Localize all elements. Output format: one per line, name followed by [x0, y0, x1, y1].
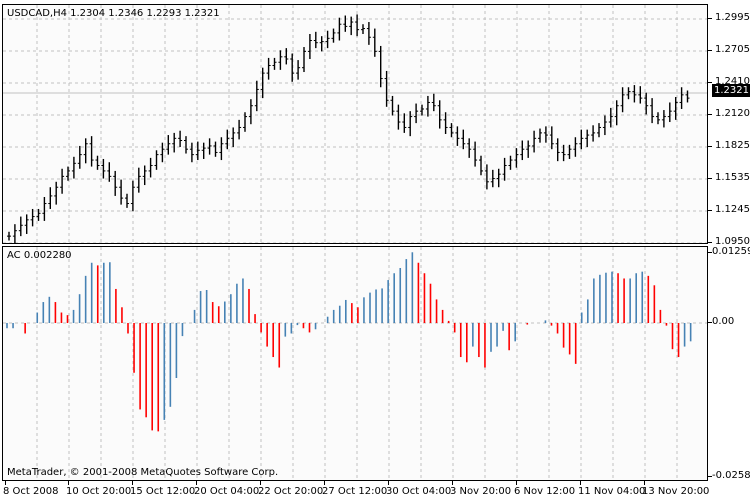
time-axis-label: 30 Oct 04:00 [386, 486, 452, 497]
time-tick [260, 481, 261, 485]
time-tick [68, 481, 69, 485]
time-tick [5, 481, 6, 485]
indicator-axis-label: 0.012599 [712, 246, 750, 257]
time-axis-label: 6 Nov 12:00 [514, 486, 576, 497]
time-axis-label: 13 Nov 20:00 [642, 486, 710, 497]
price-tick [708, 50, 712, 51]
price-axis-label: 1.0950 [715, 236, 750, 247]
copyright-text: MetaTrader, © 2001-2008 MetaQuotes Softw… [7, 467, 279, 478]
time-tick [324, 481, 325, 485]
ac-histogram [3, 247, 707, 480]
time-axis-label: 27 Oct 12:00 [322, 486, 388, 497]
time-tick [516, 481, 517, 485]
time-axis-label: 22 Oct 20:00 [258, 486, 324, 497]
price-tick [708, 114, 712, 115]
current-price-label: 1.2321 [712, 84, 750, 97]
indicator-tick [708, 476, 712, 477]
symbol-header: USDCAD,H4 1.2304 1.2346 1.2293 1.2321 [7, 8, 220, 19]
ohlc-bars [3, 5, 707, 243]
time-tick [196, 481, 197, 485]
time-tick [644, 481, 645, 485]
time-axis-label: 8 Oct 2008 [3, 486, 59, 497]
price-axis-label: 1.1245 [715, 204, 750, 215]
price-tick [708, 18, 712, 19]
price-axis-label: 1.1535 [715, 172, 750, 183]
time-tick [580, 481, 581, 485]
price-axis-label: 1.2995 [715, 12, 750, 23]
time-axis-label: 10 Oct 20:00 [66, 486, 132, 497]
time-axis-label: 15 Oct 12:00 [130, 486, 196, 497]
time-axis-label: 20 Oct 04:00 [194, 486, 260, 497]
price-axis-label: 1.2120 [715, 108, 750, 119]
time-tick [388, 481, 389, 485]
time-tick [452, 481, 453, 485]
price-axis-label: 1.2705 [715, 44, 750, 55]
price-tick [708, 146, 712, 147]
indicator-tick [708, 252, 712, 253]
price-tick [708, 178, 712, 179]
indicator-panel[interactable]: AC 0.002280 MetaTrader, © 2001-2008 Meta… [2, 246, 708, 481]
indicator-header: AC 0.002280 [7, 250, 72, 261]
price-tick [708, 210, 712, 211]
indicator-axis-label: 0.00 [712, 316, 735, 327]
time-tick [132, 481, 133, 485]
price-tick [708, 82, 712, 83]
price-axis-label: 1.2410 [715, 76, 750, 87]
price-axis-label: 1.1825 [715, 140, 750, 151]
price-chart-panel[interactable]: USDCAD,H4 1.2304 1.2346 1.2293 1.2321 [2, 4, 708, 244]
time-axis-label: 11 Nov 04:00 [578, 486, 646, 497]
price-tick [708, 242, 712, 243]
indicator-tick [708, 322, 712, 323]
time-axis-label: 3 Nov 20:00 [450, 486, 512, 497]
